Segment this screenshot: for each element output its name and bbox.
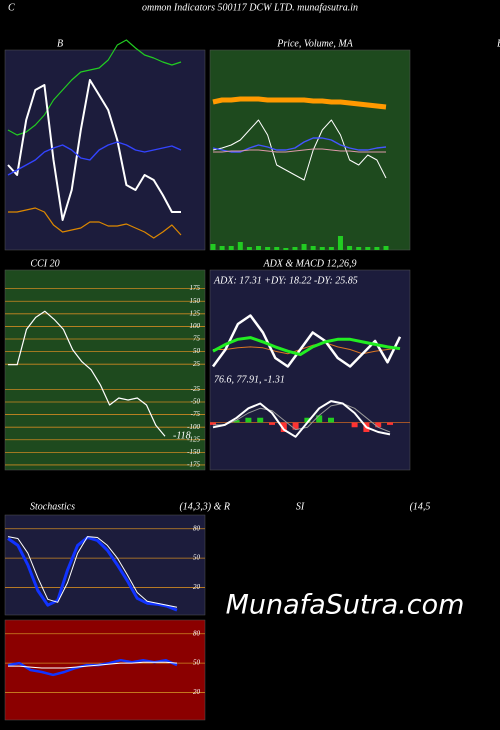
series-line: [8, 661, 178, 669]
y-tick-label: 25: [193, 360, 201, 368]
panel-title: SI: [296, 501, 305, 512]
volume-bar: [219, 246, 225, 250]
y-tick-label: -100: [187, 423, 200, 431]
volume-bar: [365, 247, 371, 250]
y-tick-label: 100: [190, 322, 201, 330]
y-tick-label: -50: [191, 398, 201, 406]
series-line: [212, 119, 387, 181]
volume-bar: [319, 247, 325, 250]
y-tick-label: -150: [187, 448, 200, 456]
volume-bar: [256, 246, 262, 250]
panel-background: [209, 269, 411, 471]
y-tick-label: 75: [193, 335, 201, 343]
histogram-bar: [233, 420, 240, 423]
last-value-label: -118: [173, 431, 191, 442]
series-line: [7, 79, 181, 221]
series-line: [8, 207, 182, 239]
histogram-bar: [210, 422, 216, 425]
histogram-bar: [304, 417, 311, 423]
series-line: [212, 336, 401, 357]
histogram-bar: [280, 422, 287, 432]
volume-bar: [356, 247, 362, 250]
panel-background: [4, 269, 206, 471]
volume-bar: [283, 248, 289, 250]
histogram-bar: [375, 422, 382, 428]
series-line: [7, 536, 178, 612]
panel-title: ADX & MACD 12,26,9: [262, 258, 356, 269]
y-tick-label: 175: [190, 284, 201, 292]
annotation: 76.6, 77.91, -1.31: [214, 374, 285, 385]
y-tick-label: 80: [193, 524, 201, 532]
series-line: [213, 342, 401, 355]
histogram-bar: [316, 415, 323, 423]
annotation: ADX: 17.31 +DY: 18.22 -DY: 25.85: [213, 275, 358, 286]
volume-bar: [383, 246, 389, 250]
series-line: [213, 148, 386, 153]
panel-background: [4, 49, 206, 251]
histogram-bar: [328, 417, 334, 423]
panel-background: [4, 514, 206, 616]
volume-bar: [246, 247, 252, 250]
volume-bar: [292, 247, 298, 250]
volume-bar: [274, 247, 280, 250]
histogram-bar: [387, 422, 393, 425]
histogram-bar: [351, 422, 358, 428]
histogram-bar: [245, 417, 252, 423]
y-tick-label: 50: [193, 347, 201, 355]
panel-title: CCI 20: [30, 258, 59, 269]
volume-bar: [228, 246, 234, 250]
series-line: [7, 39, 182, 136]
y-tick-label: 125: [190, 309, 201, 317]
y-tick-label: -125: [187, 435, 200, 443]
series-line: [212, 96, 387, 110]
watermark: MunafaSutra.com: [226, 590, 465, 621]
series-line: [8, 310, 166, 437]
y-tick-label: 50: [193, 659, 201, 667]
y-tick-label: 50: [193, 554, 201, 562]
header-first: C: [8, 2, 15, 13]
header-title: ommon Indicators 500117 DCW LTD. munafas…: [142, 2, 358, 13]
volume-bar: [337, 236, 343, 250]
histogram-bar: [292, 422, 299, 430]
y-tick-label: 20: [193, 583, 201, 591]
volume-bar: [301, 244, 307, 250]
panel-background: [4, 619, 206, 721]
y-tick-label: 20: [193, 688, 201, 696]
volume-bar: [328, 247, 334, 250]
series-line: [7, 536, 178, 608]
volume-bar: [374, 247, 380, 250]
volume-bar: [237, 242, 243, 250]
y-tick-label: -25: [191, 385, 201, 393]
y-tick-label: -75: [191, 410, 201, 418]
y-tick-label: -175: [187, 461, 200, 469]
y-tick-label: 150: [190, 297, 201, 305]
panel-title: Price, Volume, MA: [276, 38, 353, 49]
panel-title: Stochastics: [30, 501, 75, 512]
volume-bar: [265, 247, 271, 250]
histogram-bar: [257, 417, 264, 423]
series-line: [211, 314, 402, 368]
panel-subtitle: (14,5: [410, 501, 431, 512]
panel-title: B: [57, 38, 63, 49]
series-line: [7, 141, 182, 176]
y-tick-label: 80: [193, 629, 201, 637]
histogram-bar: [269, 422, 275, 425]
clipped-label: B: [497, 38, 500, 49]
panel-subtitle: (14,3,3) & R: [179, 501, 230, 512]
volume-bar: [210, 244, 216, 250]
volume-bar: [310, 246, 316, 250]
panel-background: [209, 49, 411, 251]
series-line: [212, 400, 391, 438]
volume-bar: [347, 246, 353, 250]
